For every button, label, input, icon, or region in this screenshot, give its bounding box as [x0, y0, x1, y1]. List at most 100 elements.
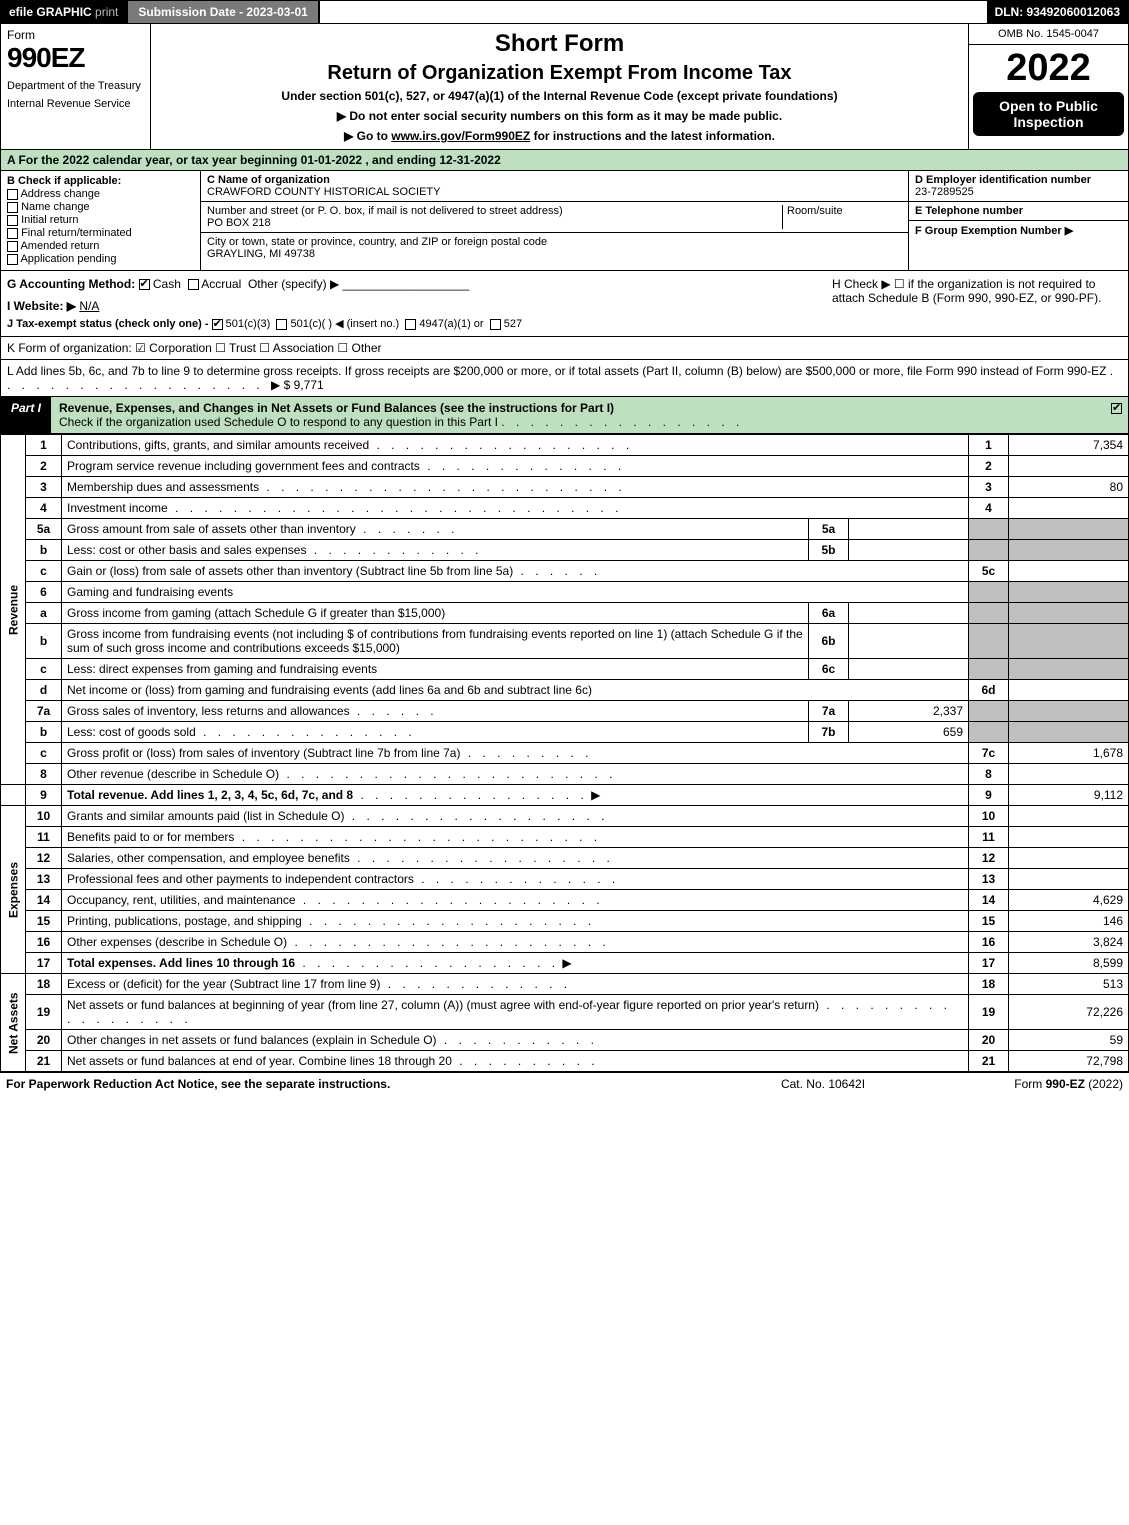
note-2: ▶ Go to www.irs.gov/Form990EZ for instru…	[161, 129, 958, 143]
line-9: 9 Total revenue. Add lines 1, 2, 3, 4, 5…	[1, 785, 1129, 806]
expenses-vlabel: Expenses	[1, 806, 26, 974]
irs-label: Internal Revenue Service	[7, 98, 144, 110]
topbar-spacer	[320, 1, 987, 23]
part-1-title: Revenue, Expenses, and Changes in Net As…	[51, 397, 1105, 433]
efile-text: efile	[9, 5, 33, 19]
part-1-checkbox[interactable]	[1105, 397, 1128, 433]
line-6c: c Less: direct expenses from gaming and …	[1, 659, 1129, 680]
cb-final[interactable]: Final return/terminated	[7, 227, 194, 239]
dept-label: Department of the Treasury	[7, 80, 144, 92]
lines-table: Revenue 1 Contributions, gifts, grants, …	[0, 434, 1129, 1072]
checkbox-accrual[interactable]	[188, 279, 199, 290]
line-7a: 7a Gross sales of inventory, less return…	[1, 701, 1129, 722]
short-form-title: Short Form	[161, 30, 958, 58]
section-l: L Add lines 5b, 6c, and 7b to line 9 to …	[0, 360, 1129, 397]
line-15: 15 Printing, publications, postage, and …	[1, 911, 1129, 932]
line-7b: b Less: cost of goods sold . . . . . . .…	[1, 722, 1129, 743]
checkbox-icon[interactable]	[7, 228, 18, 239]
group-row: F Group Exemption Number ▶	[909, 221, 1128, 240]
tel-row: E Telephone number	[909, 202, 1128, 221]
form-title: Return of Organization Exempt From Incom…	[161, 62, 958, 85]
section-gh: G Accounting Method: Cash Accrual Other …	[0, 271, 1129, 337]
section-b-label: B Check if applicable:	[7, 175, 121, 187]
ein-row: D Employer identification number 23-7289…	[909, 171, 1128, 202]
l-text: L Add lines 5b, 6c, and 7b to line 9 to …	[7, 364, 1106, 378]
part-1-label: Part I	[1, 397, 51, 433]
line-6a: a Gross income from gaming (attach Sched…	[1, 603, 1129, 624]
street-row: Number and street (or P. O. box, if mail…	[201, 202, 908, 233]
dln: DLN: 93492060012063	[987, 1, 1128, 23]
street-val: PO BOX 218	[207, 217, 271, 229]
f-label: F Group Exemption Number ▶	[915, 225, 1073, 237]
cb-name[interactable]: Name change	[7, 201, 194, 213]
section-b: B Check if applicable: Address change Na…	[1, 171, 201, 270]
city-row: City or town, state or province, country…	[201, 233, 908, 263]
org-name: CRAWFORD COUNTY HISTORICAL SOCIETY	[207, 186, 440, 198]
section-c: C Name of organization CRAWFORD COUNTY H…	[201, 171, 908, 270]
line-21: 21 Net assets or fund balances at end of…	[1, 1051, 1129, 1072]
tax-year: 2022	[969, 45, 1128, 92]
j-label: J Tax-exempt status (check only one) -	[7, 318, 209, 330]
irs-link[interactable]: www.irs.gov/Form990EZ	[391, 129, 530, 143]
checkbox-501c3[interactable]	[212, 319, 223, 330]
checkbox-icon[interactable]	[7, 202, 18, 213]
section-def: D Employer identification number 23-7289…	[908, 171, 1128, 270]
checkbox-501c[interactable]	[276, 319, 287, 330]
form-header: Form 990EZ Department of the Treasury In…	[0, 24, 1129, 150]
checkbox-icon[interactable]	[7, 215, 18, 226]
line-6: 6 Gaming and fundraising events	[1, 582, 1129, 603]
page-footer: For Paperwork Reduction Act Notice, see …	[0, 1072, 1129, 1095]
website-val: N/A	[79, 299, 99, 313]
line-5c: c Gain or (loss) from sale of assets oth…	[1, 561, 1129, 582]
cb-amended[interactable]: Amended return	[7, 240, 194, 252]
cb-initial[interactable]: Initial return	[7, 214, 194, 226]
website-label: I Website: ▶	[7, 299, 76, 313]
footer-cat: Cat. No. 10642I	[723, 1077, 923, 1091]
checkbox-icon[interactable]	[7, 189, 18, 200]
section-a: A For the 2022 calendar year, or tax yea…	[0, 150, 1129, 171]
note2-pre: ▶ Go to	[344, 129, 391, 143]
graphic-text: GRAPHIC	[36, 5, 91, 19]
section-bcd: B Check if applicable: Address change Na…	[0, 171, 1129, 271]
footer-left: For Paperwork Reduction Act Notice, see …	[6, 1077, 723, 1091]
note2-post: for instructions and the latest informat…	[530, 129, 775, 143]
line-10: Expenses 10 Grants and similar amounts p…	[1, 806, 1129, 827]
line-1: Revenue 1 Contributions, gifts, grants, …	[1, 435, 1129, 456]
room-label: Room/suite	[782, 205, 902, 229]
checkbox-527[interactable]	[490, 319, 501, 330]
e-label: E Telephone number	[915, 205, 1023, 217]
cash-label: Cash	[153, 277, 181, 291]
cb-address[interactable]: Address change	[7, 188, 194, 200]
line-17: 17 Total expenses. Add lines 10 through …	[1, 953, 1129, 974]
cb-pending[interactable]: Application pending	[7, 253, 194, 265]
header-right: OMB No. 1545-0047 2022 Open to Public In…	[968, 24, 1128, 149]
section-g: G Accounting Method: Cash Accrual Other …	[7, 277, 822, 330]
submission-date: Submission Date - 2023-03-01	[126, 1, 319, 23]
line-11: 11 Benefits paid to or for members . . .…	[1, 827, 1129, 848]
street-label: Number and street (or P. O. box, if mail…	[207, 205, 563, 217]
line-19: 19 Net assets or fund balances at beginn…	[1, 995, 1129, 1030]
omb-number: OMB No. 1545-0047	[969, 24, 1128, 45]
header-left: Form 990EZ Department of the Treasury In…	[1, 24, 151, 149]
other-label: Other (specify) ▶	[248, 277, 339, 291]
line-12: 12 Salaries, other compensation, and emp…	[1, 848, 1129, 869]
section-h: H Check ▶ ☐ if the organization is not r…	[822, 277, 1122, 330]
checkbox-icon[interactable]	[1111, 403, 1122, 414]
form-label: Form	[7, 28, 144, 42]
line-5a: 5a Gross amount from sale of assets othe…	[1, 519, 1129, 540]
line-4: 4 Investment income . . . . . . . . . . …	[1, 498, 1129, 519]
ein-val: 23-7289525	[915, 186, 974, 198]
form-number: 990EZ	[7, 42, 144, 74]
line-7c: c Gross profit or (loss) from sales of i…	[1, 743, 1129, 764]
checkbox-4947[interactable]	[405, 319, 416, 330]
print-link[interactable]: print	[95, 5, 118, 19]
netassets-vlabel: Net Assets	[1, 974, 26, 1072]
checkbox-cash[interactable]	[139, 279, 150, 290]
checkbox-icon[interactable]	[7, 241, 18, 252]
checkbox-icon[interactable]	[7, 254, 18, 265]
org-name-row: C Name of organization CRAWFORD COUNTY H…	[201, 171, 908, 202]
line-2: 2 Program service revenue including gove…	[1, 456, 1129, 477]
efile-label[interactable]: efile GRAPHIC print	[1, 1, 126, 23]
header-center: Short Form Return of Organization Exempt…	[151, 24, 968, 149]
line-20: 20 Other changes in net assets or fund b…	[1, 1030, 1129, 1051]
